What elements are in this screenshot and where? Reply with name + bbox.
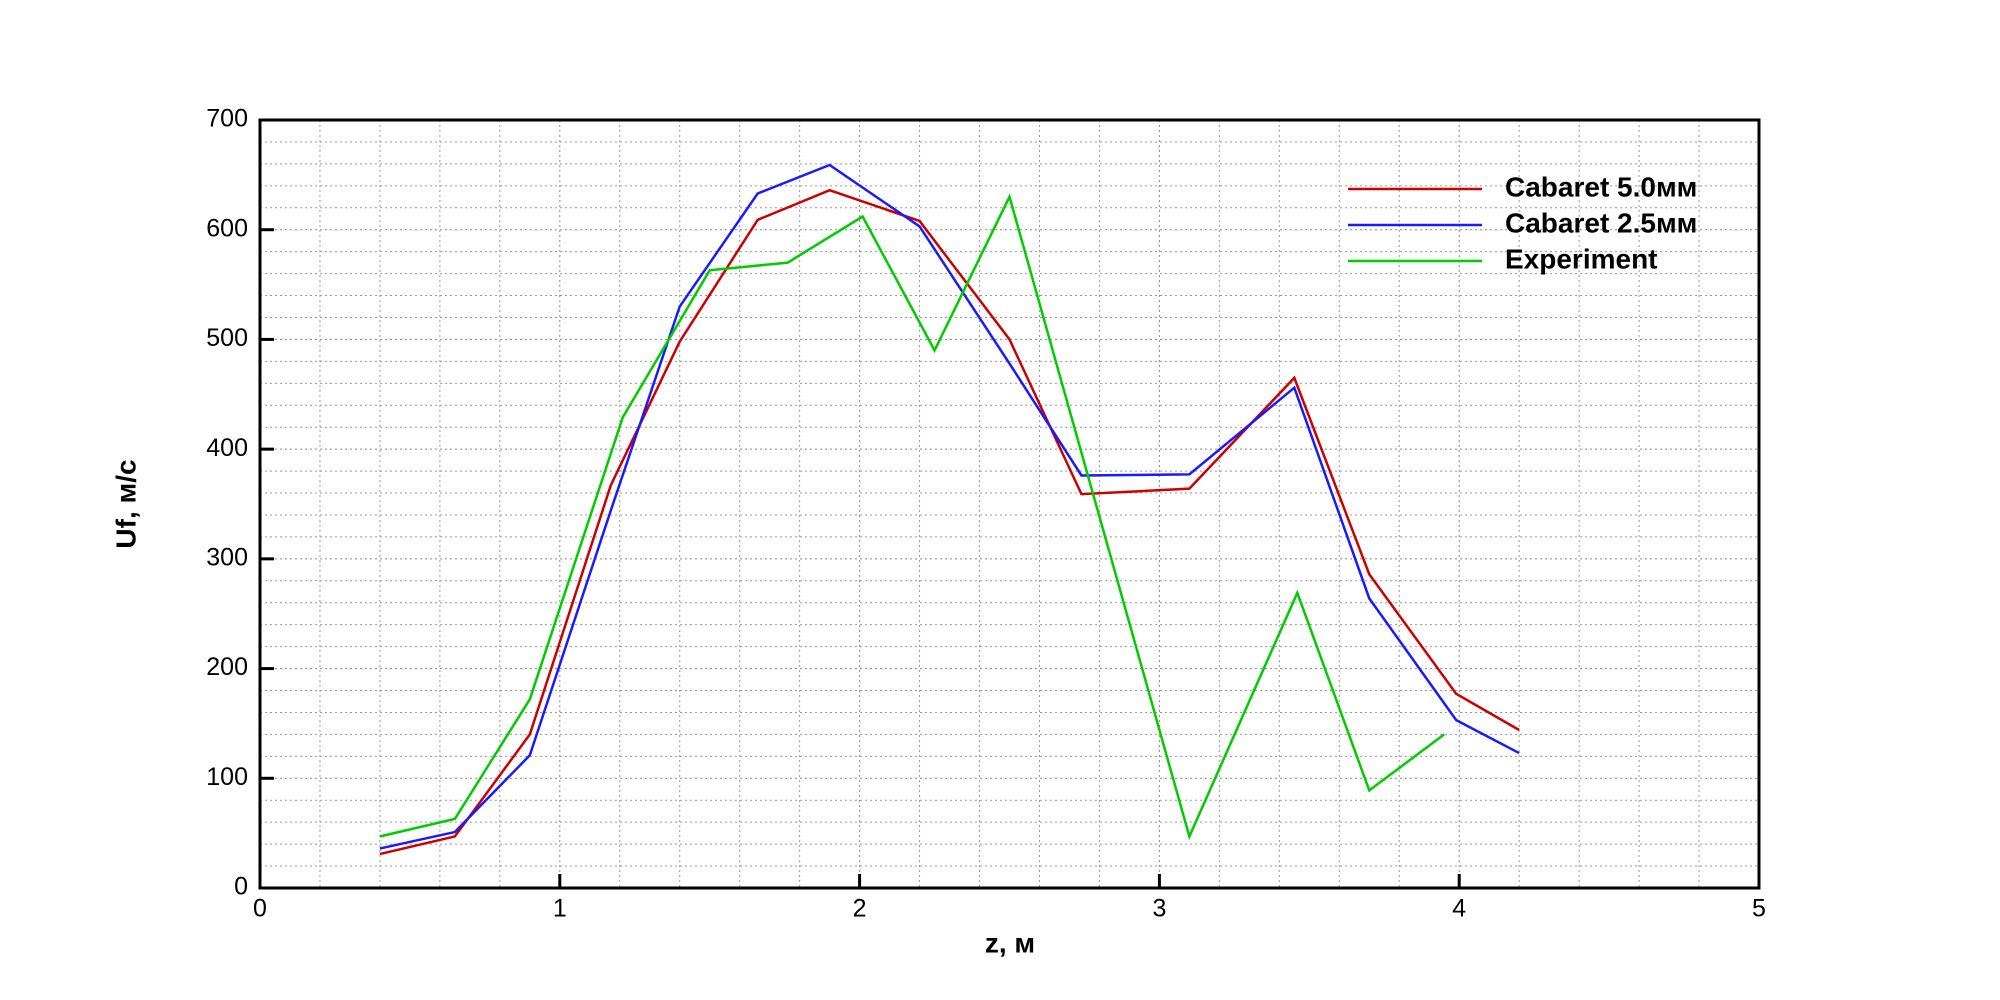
legend-label: Cabaret 2.5мм (1505, 207, 1697, 238)
x-tick-label: 2 (853, 895, 867, 923)
y-tick-label: 300 (206, 543, 248, 571)
y-tick-label: 400 (206, 434, 248, 462)
y-tick-label: 500 (206, 324, 248, 352)
x-tick-label: 0 (253, 895, 267, 923)
x-tick-label: 4 (1452, 895, 1466, 923)
series-line (379, 193, 1445, 841)
y-tick-label: 100 (206, 763, 248, 791)
y-axis-label: Uf, м/с (110, 459, 141, 548)
plot-frame (258, 118, 1761, 890)
x-axis-label: z, м (985, 927, 1035, 958)
x-tick-label: 5 (1752, 895, 1766, 923)
series-line (379, 163, 1520, 850)
y-tick-label: 600 (206, 214, 248, 242)
legend-label: Experiment (1505, 243, 1658, 274)
series-line (379, 188, 1520, 856)
legend-label: Cabaret 5.0мм (1505, 171, 1697, 202)
y-tick-label: 200 (206, 653, 248, 681)
y-tick-label: 700 (206, 105, 248, 133)
x-tick-label: 3 (1152, 895, 1166, 923)
x-tick-label: 1 (553, 895, 567, 923)
y-tick-label: 0 (234, 873, 248, 901)
